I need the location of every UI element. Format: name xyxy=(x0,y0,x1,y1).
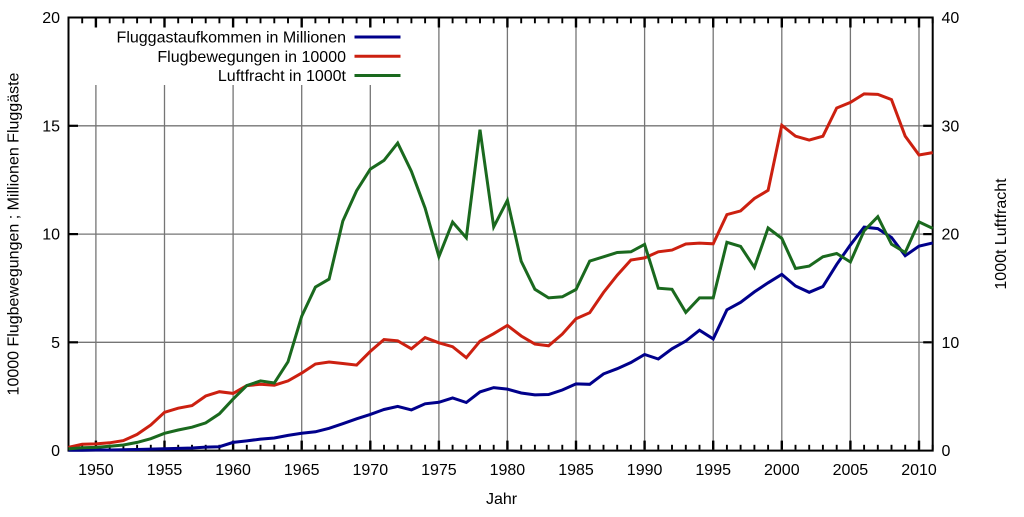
svg-text:2010: 2010 xyxy=(901,462,937,479)
svg-text:1950: 1950 xyxy=(78,462,114,479)
svg-text:1985: 1985 xyxy=(558,462,594,479)
svg-text:5: 5 xyxy=(51,335,60,352)
svg-text:1995: 1995 xyxy=(695,462,731,479)
svg-text:1000t Luftfracht: 1000t Luftfracht xyxy=(993,178,1010,290)
svg-text:0: 0 xyxy=(942,443,951,460)
svg-text:20: 20 xyxy=(42,10,60,27)
svg-text:10: 10 xyxy=(942,335,960,352)
svg-text:1955: 1955 xyxy=(147,462,183,479)
svg-text:1990: 1990 xyxy=(627,462,663,479)
svg-text:1960: 1960 xyxy=(215,462,251,479)
svg-text:2000: 2000 xyxy=(764,462,800,479)
svg-text:2005: 2005 xyxy=(833,462,869,479)
svg-text:Fluggastaufkommen in Millionen: Fluggastaufkommen in Millionen xyxy=(117,30,346,47)
svg-text:Jahr: Jahr xyxy=(486,491,518,508)
svg-text:0: 0 xyxy=(51,443,60,460)
svg-text:1975: 1975 xyxy=(421,462,457,479)
svg-text:Flugbewegungen in 10000: Flugbewegungen in 10000 xyxy=(157,49,346,66)
svg-text:1965: 1965 xyxy=(284,462,320,479)
svg-text:20: 20 xyxy=(942,227,960,244)
svg-text:15: 15 xyxy=(42,118,60,135)
svg-text:Luftfracht in 1000t: Luftfracht in 1000t xyxy=(218,68,347,85)
svg-text:1980: 1980 xyxy=(490,462,526,479)
svg-text:30: 30 xyxy=(942,118,960,135)
svg-text:1970: 1970 xyxy=(353,462,389,479)
svg-text:10000 Flugbewegungen ; Million: 10000 Flugbewegungen ; Millionen Fluggäs… xyxy=(6,72,23,395)
svg-text:10: 10 xyxy=(42,227,60,244)
svg-text:40: 40 xyxy=(942,10,960,27)
